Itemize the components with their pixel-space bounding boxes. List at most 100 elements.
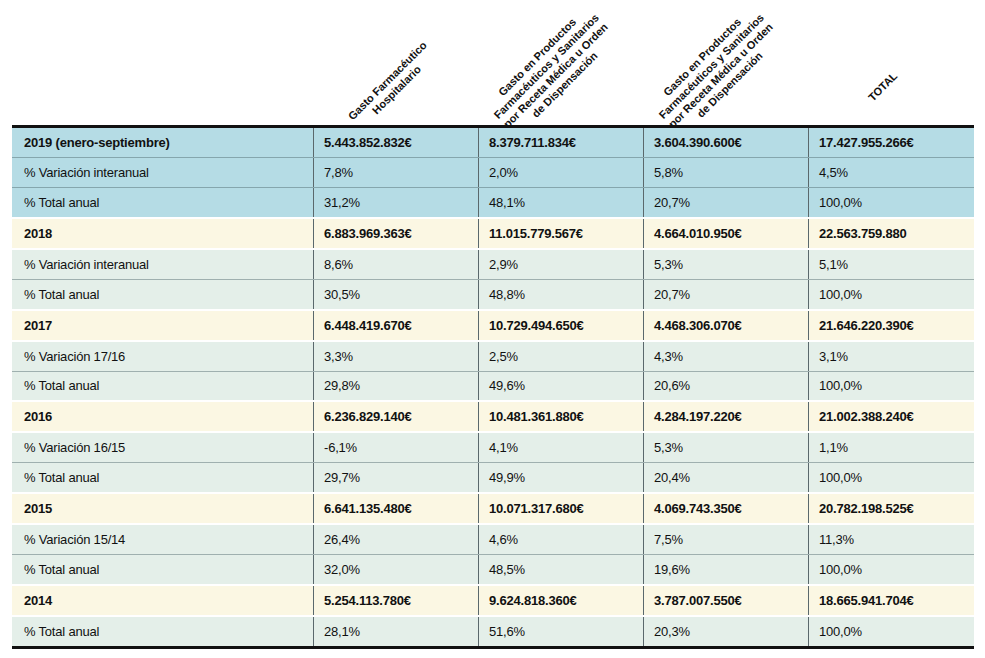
table-row: % Variación interanual8,6%2,9%5,3%5,1% <box>12 248 974 279</box>
cell-value: 29,8% <box>313 372 478 401</box>
cell-value: 100,0% <box>808 188 974 217</box>
cell-value: 48,8% <box>478 280 643 309</box>
cell-value: 5.254.113.780€ <box>313 586 478 615</box>
cell-value: 20,3% <box>643 617 808 646</box>
cell-value: 3,3% <box>313 342 478 371</box>
cell-value: 21.646.220.390€ <box>808 311 974 340</box>
table-row: 20186.883.969.363€11.015.779.567€4.664.0… <box>12 217 974 248</box>
cell-value: 6.883.969.363€ <box>313 219 478 248</box>
row-label: % Variación 16/15 <box>12 433 313 462</box>
cell-value: 7,5% <box>643 525 808 554</box>
cell-value: 48,5% <box>478 555 643 584</box>
spending-data-table: 2019 (enero-septiembre)5.443.852.832€8.3… <box>12 125 974 649</box>
table-row: % Variación interanual7,8%2,0%5,8%4,5% <box>12 157 974 187</box>
cell-value: 49,9% <box>478 463 643 492</box>
cell-value: 10.481.361.880€ <box>478 402 643 431</box>
row-label: 2016 <box>12 402 313 431</box>
row-label: % Total anual <box>12 372 313 401</box>
table-row: 20145.254.113.780€9.624.818.360€3.787.00… <box>12 584 974 615</box>
cell-value: 5.443.852.832€ <box>313 128 478 157</box>
cell-value: 6.641.135.480€ <box>313 494 478 523</box>
cell-value: 100,0% <box>808 280 974 309</box>
table-row: % Total anual32,0%48,5%19,6%100,0% <box>12 554 974 584</box>
cell-value: 6.448.419.670€ <box>313 311 478 340</box>
cell-value: 7,8% <box>313 158 478 187</box>
cell-value: 48,1% <box>478 188 643 217</box>
cell-value: 5,8% <box>643 158 808 187</box>
table-row: % Variación 15/1426,4%4,6%7,5%11,3% <box>12 523 974 554</box>
cell-value: 20.782.198.525€ <box>808 494 974 523</box>
cell-value: 10.071.317.680€ <box>478 494 643 523</box>
cell-value: 22.563.759.880 <box>808 219 974 248</box>
cell-value: 32,0% <box>313 555 478 584</box>
cell-value: 17.427.955.266€ <box>808 128 974 157</box>
pharma-spending-report: Gasto FarmacéuticoHospitalario Gasto en P… <box>0 0 985 658</box>
column-header-total: TOTAL <box>866 70 900 104</box>
cell-value: 4.664.010.950€ <box>643 219 808 248</box>
cell-value: 6.236.829.140€ <box>313 402 478 431</box>
cell-value: 30,5% <box>313 280 478 309</box>
row-label: % Total anual <box>12 280 313 309</box>
row-label: % Variación 17/16 <box>12 342 313 371</box>
cell-value: 100,0% <box>808 555 974 584</box>
cell-value: 5,3% <box>643 250 808 279</box>
cell-value: 2,5% <box>478 342 643 371</box>
column-header-gasto-farmaceutico-hospitalario: Gasto FarmacéuticoHospitalario <box>346 39 439 132</box>
cell-value: 100,0% <box>808 463 974 492</box>
cell-value: 3,1% <box>808 342 974 371</box>
cell-value: 100,0% <box>808 372 974 401</box>
row-label: 2019 (enero-septiembre) <box>12 128 313 157</box>
table-row: % Variación 16/15-6,1%4,1%5,3%1,1% <box>12 431 974 462</box>
column-header-line: TOTAL <box>866 70 900 104</box>
cell-value: 3.787.007.550€ <box>643 586 808 615</box>
cell-value: 5,3% <box>643 433 808 462</box>
cell-value: 49,6% <box>478 372 643 401</box>
table-row: % Total anual31,2%48,1%20,7%100,0% <box>12 187 974 217</box>
table-row: % Total anual29,8%49,6%20,6%100,0% <box>12 371 974 401</box>
row-label: 2015 <box>12 494 313 523</box>
table-row: 20156.641.135.480€10.071.317.680€4.069.7… <box>12 492 974 523</box>
cell-value: 21.002.388.240€ <box>808 402 974 431</box>
cell-value: 18.665.941.704€ <box>808 586 974 615</box>
cell-value: 4.069.743.350€ <box>643 494 808 523</box>
cell-value: 4,5% <box>808 158 974 187</box>
table-row: % Variación 17/163,3%2,5%4,3%3,1% <box>12 340 974 371</box>
cell-value: 4,1% <box>478 433 643 462</box>
cell-value: 29,7% <box>313 463 478 492</box>
cell-value: 19,6% <box>643 555 808 584</box>
row-label: % Total anual <box>12 188 313 217</box>
row-label: % Total anual <box>12 555 313 584</box>
cell-value: 8,6% <box>313 250 478 279</box>
cell-value: 8.379.711.834€ <box>478 128 643 157</box>
cell-value: 2,9% <box>478 250 643 279</box>
cell-value: 51,6% <box>478 617 643 646</box>
row-label: 2018 <box>12 219 313 248</box>
column-headers: Gasto FarmacéuticoHospitalarioGasto en P… <box>0 0 985 127</box>
cell-value: 4.284.197.220€ <box>643 402 808 431</box>
table-row: % Total anual30,5%48,8%20,7%100,0% <box>12 279 974 309</box>
row-label: % Variación interanual <box>12 250 313 279</box>
cell-value: 26,4% <box>313 525 478 554</box>
cell-value: 3.604.390.600€ <box>643 128 808 157</box>
cell-value: 4,3% <box>643 342 808 371</box>
cell-value: 4,6% <box>478 525 643 554</box>
cell-value: 4.468.306.070€ <box>643 311 808 340</box>
table-row: 20176.448.419.670€10.729.494.650€4.468.3… <box>12 309 974 340</box>
cell-value: 20,4% <box>643 463 808 492</box>
cell-value: 20,6% <box>643 372 808 401</box>
cell-value: 5,1% <box>808 250 974 279</box>
column-header-line: Gasto Farmacéutico <box>346 39 430 123</box>
row-label: % Total anual <box>12 463 313 492</box>
cell-value: 20,7% <box>643 188 808 217</box>
cell-value: 9.624.818.360€ <box>478 586 643 615</box>
cell-value: 28,1% <box>313 617 478 646</box>
column-header-gasto-productos-receta-2: Gasto en ProductosFarmacéuticos y Sanita… <box>647 2 785 140</box>
cell-value: 11,3% <box>808 525 974 554</box>
row-label: % Variación interanual <box>12 158 313 187</box>
row-label: % Total anual <box>12 617 313 646</box>
table-row: 2019 (enero-septiembre)5.443.852.832€8.3… <box>12 128 974 157</box>
row-label: % Variación 15/14 <box>12 525 313 554</box>
cell-value: 20,7% <box>643 280 808 309</box>
cell-value: 10.729.494.650€ <box>478 311 643 340</box>
cell-value: 100,0% <box>808 617 974 646</box>
